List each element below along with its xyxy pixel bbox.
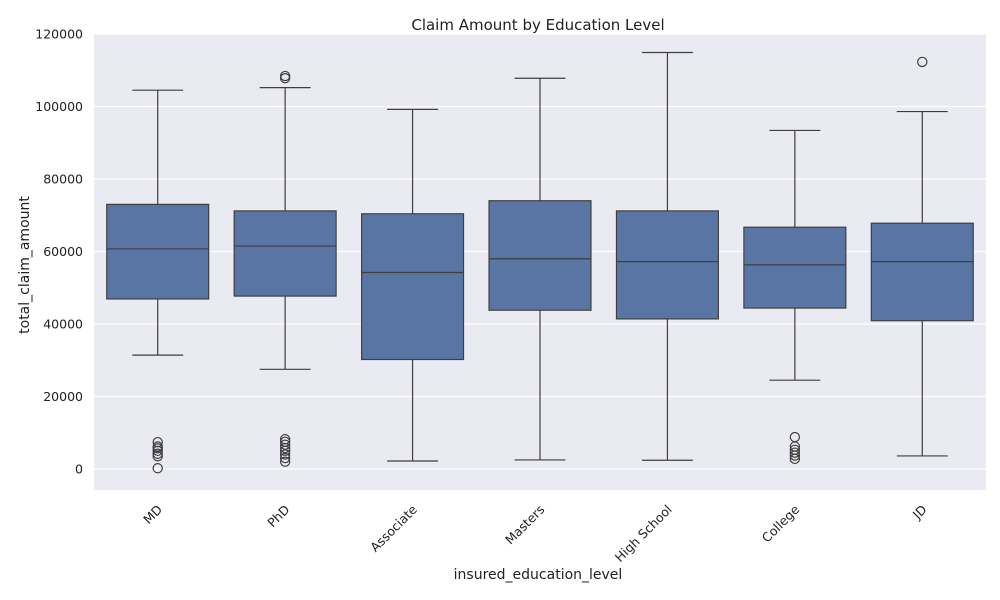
- iqr-box: [743, 226, 847, 309]
- x-axis-label: insured_education_level: [454, 567, 623, 583]
- boxes-group: [106, 51, 974, 474]
- outlier-point: [279, 434, 291, 445]
- chart-title: Claim Amount by Education Level: [411, 16, 664, 34]
- y-tick-label: 40000: [43, 316, 83, 331]
- outlier-point: [789, 444, 801, 455]
- iqr-box: [488, 200, 592, 311]
- box-group: [488, 77, 592, 461]
- x-tick-label: College: [759, 502, 803, 546]
- outlier-point: [279, 436, 291, 447]
- outlier-point: [917, 56, 928, 68]
- outlier-point: [279, 439, 291, 450]
- outlier-point: [279, 452, 291, 464]
- iqr-box: [106, 203, 210, 300]
- outlier-point: [152, 463, 163, 474]
- outlier-point: [789, 431, 801, 443]
- y-tick-label: 60000: [43, 244, 83, 259]
- outlier-point: [152, 448, 163, 459]
- box-group: [743, 129, 847, 465]
- y-tick-label: 80000: [43, 171, 83, 186]
- outlier-point: [279, 456, 291, 467]
- x-tick-label: MD: [140, 502, 165, 527]
- iqr-box: [615, 210, 720, 320]
- box-group: [233, 70, 337, 467]
- y-tick-label: 20000: [43, 389, 83, 404]
- box-group: [106, 89, 210, 474]
- outlier-point: [279, 70, 291, 82]
- y-axis-ticks: 0 20000 40000 60000 80000 100000 120000: [35, 27, 83, 477]
- iqr-box: [233, 210, 337, 297]
- x-tick-label: JD: [909, 502, 930, 523]
- y-axis-label: total_claim_amount: [17, 196, 33, 334]
- x-tick-label: High School: [612, 502, 675, 565]
- x-tick-label: Associate: [367, 502, 420, 555]
- iqr-box: [870, 222, 974, 322]
- y-tick-label: 100000: [35, 99, 83, 114]
- x-tick-label: Masters: [502, 502, 547, 547]
- y-tick-label: 120000: [35, 27, 83, 42]
- x-tick-label: PhD: [264, 502, 292, 530]
- y-tick-label: 0: [75, 461, 83, 476]
- box-group: [361, 108, 465, 462]
- outlier-point: [789, 447, 801, 458]
- box-group: [870, 56, 974, 457]
- iqr-box: [361, 213, 465, 361]
- outlier-point: [152, 441, 163, 452]
- x-axis-ticks: MD PhD Associate Masters High School College J…: [140, 502, 930, 565]
- box-group: [615, 51, 720, 461]
- outlier-point: [152, 436, 163, 448]
